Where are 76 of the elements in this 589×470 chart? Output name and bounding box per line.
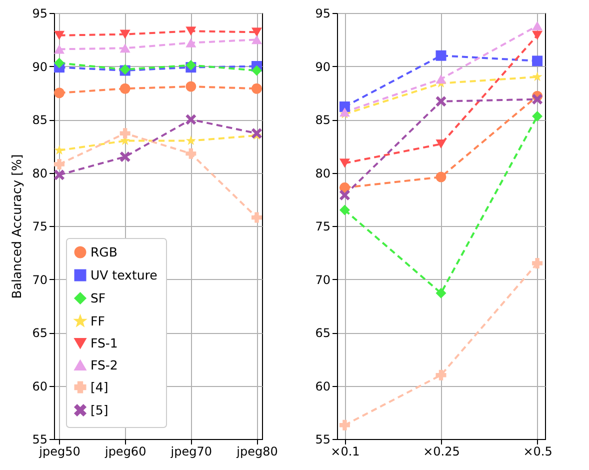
point [436,172,446,182]
y-tick-label: 70 [315,272,330,287]
y-tick-label: 55 [32,432,48,446]
point [251,83,262,94]
point [186,136,196,146]
y-tick-label: 80 [315,166,330,180]
point [120,83,130,94]
point [251,65,262,76]
x-tick-label: ×0.1 [330,444,360,458]
y-tick-label: 65 [32,326,48,340]
point [54,88,65,98]
point [436,96,446,107]
point [120,152,130,162]
point [532,94,543,105]
x-tick-label: jpeg70 [170,444,212,458]
point [120,44,130,53]
point [54,30,65,40]
point [532,258,543,269]
point [339,158,350,168]
point [251,212,262,223]
point [186,38,196,48]
legend-label: FS-1 [90,335,118,350]
y-tick-label: 85 [315,113,330,127]
x-tick-label: jpeg80 [236,444,278,458]
point [532,72,542,82]
point [120,128,130,139]
point [186,60,196,70]
point [54,170,65,180]
point [186,148,196,159]
y-tick-label: 95 [32,6,48,20]
point [251,28,262,37]
point [339,204,350,216]
legend-label: FS-2 [90,357,118,372]
point [339,190,350,200]
point [186,26,196,36]
y-tick-label: 95 [315,6,330,20]
point [54,58,65,68]
point [532,56,543,66]
point [532,21,543,30]
point [54,44,65,54]
y-tick-label: 60 [32,379,48,394]
point [186,81,196,92]
y-tick-label: 75 [32,220,48,234]
point [532,111,543,122]
point [54,158,65,170]
legend-label: SF [90,290,106,306]
point [54,145,64,155]
y-tick-label: 90 [32,60,48,74]
point [436,50,446,61]
x-tick-label: ×0.5 [523,444,552,458]
point [436,288,446,298]
point [436,139,446,149]
y-tick-label: 65 [315,326,330,340]
legend-label: [4] [90,379,108,394]
point [186,114,196,125]
legend-label: [5] [90,402,108,418]
point [120,30,130,39]
legend-label: UV texture [90,267,158,282]
y-tick-label: 70 [32,272,48,287]
legend-label: FF [90,313,105,328]
y-tick-label: 90 [315,60,330,74]
point [532,30,543,40]
x-tick-label: jpeg50 [38,444,80,458]
x-tick-label: ×0.25 [423,444,460,458]
y-tick-label: 75 [315,220,330,234]
point [339,420,350,430]
legend-label: RGB [90,244,118,260]
y-tick-label: 60 [315,379,330,394]
y-axis-title: Balanced Accuracy [%] [9,154,24,299]
y-tick-label: 80 [32,166,48,180]
point [251,35,262,44]
y-tick-label: 85 [32,113,48,127]
x-tick-label: jpeg60 [104,444,146,458]
point [436,370,446,380]
point [436,74,446,84]
y-tick-label: 55 [315,432,330,446]
